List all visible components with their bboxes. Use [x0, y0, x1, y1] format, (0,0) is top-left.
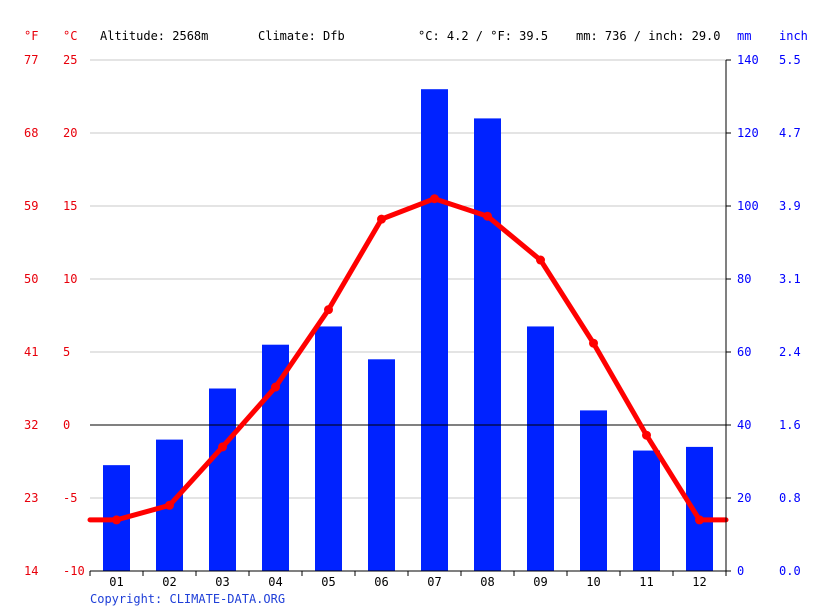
mm-tick-label: 140 [737, 53, 759, 67]
average-temperature-label: °C: 4.2 / °F: 39.5 [418, 29, 548, 43]
mm-tick-label: 20 [737, 491, 751, 505]
fahrenheit-tick-label: 41 [24, 345, 38, 359]
precipitation-bar [262, 344, 289, 571]
temperature-point [377, 214, 386, 224]
celsius-tick-label: 10 [63, 272, 77, 286]
mm-tick-label: 60 [737, 345, 751, 359]
inch-tick-label: 1.6 [779, 418, 801, 432]
fahrenheit-tick-label: 68 [24, 126, 38, 140]
precipitation-bar [633, 450, 660, 571]
celsius-tick-label: 25 [63, 53, 77, 67]
month-tick-label: 03 [215, 575, 229, 589]
celsius-tick-label: -5 [63, 491, 77, 505]
temperature-point [112, 515, 121, 525]
precipitation-bar [580, 410, 607, 571]
temperature-point [165, 500, 174, 510]
month-tick-label: 06 [374, 575, 388, 589]
celsius-tick-label: -10 [63, 564, 85, 578]
temperature-point [271, 382, 280, 392]
inch-tick-label: 4.7 [779, 126, 801, 140]
copyright-text: Copyright: CLIMATE-DATA.ORG [90, 592, 285, 606]
temperature-point [324, 305, 333, 315]
month-tick-label: 07 [427, 575, 441, 589]
month-tick-label: 02 [162, 575, 176, 589]
temperature-point [695, 515, 704, 525]
inch-tick-label: 0.0 [779, 564, 801, 578]
temperature-point [483, 211, 492, 221]
mm-tick-label: 0 [737, 564, 744, 578]
inch-unit-label: inch [779, 29, 808, 43]
mm-tick-label: 120 [737, 126, 759, 140]
mm-tick-label: 80 [737, 272, 751, 286]
precipitation-bars [103, 89, 713, 572]
inch-tick-label: 3.9 [779, 199, 801, 213]
fahrenheit-unit-label: °F [24, 29, 38, 43]
celsius-tick-label: 15 [63, 199, 77, 213]
celsius-tick-label: 20 [63, 126, 77, 140]
inch-tick-label: 2.4 [779, 345, 801, 359]
month-tick-label: 10 [586, 575, 600, 589]
temperature-point [589, 338, 598, 348]
precipitation-total-label: mm: 736 / inch: 29.0 [576, 29, 721, 43]
mm-tick-label: 100 [737, 199, 759, 213]
fahrenheit-tick-label: 59 [24, 199, 38, 213]
celsius-unit-label: °C [63, 29, 77, 43]
temperature-series-line [87, 196, 729, 523]
temperature-point [642, 430, 651, 440]
altitude-label: Altitude: 2568m [100, 29, 208, 43]
climate-label: Climate: Dfb [258, 29, 345, 43]
temperature-point [536, 255, 545, 265]
axes [89, 59, 731, 576]
tick-labels: 14 -10 23 -5 32 0 41 5 50 10 59 15 68 20 77 25 0 0.0 20 0.8… [24, 53, 801, 589]
celsius-tick-label: 5 [63, 345, 70, 359]
temperature-line [87, 194, 729, 525]
grid-lines [90, 59, 726, 499]
precipitation-bar [368, 359, 395, 571]
inch-tick-label: 3.1 [779, 272, 801, 286]
temperature-point [218, 442, 227, 452]
fahrenheit-tick-label: 50 [24, 272, 38, 286]
month-tick-label: 01 [109, 575, 123, 589]
month-tick-label: 05 [321, 575, 335, 589]
month-tick-label: 11 [639, 575, 653, 589]
precipitation-bar [474, 118, 501, 572]
month-tick-label: 12 [692, 575, 706, 589]
precipitation-bar [209, 388, 236, 571]
fahrenheit-tick-label: 14 [24, 564, 38, 578]
temperature-point [430, 194, 439, 204]
celsius-tick-label: 0 [63, 418, 70, 432]
inch-tick-label: 5.5 [779, 53, 801, 67]
fahrenheit-tick-label: 23 [24, 491, 38, 505]
month-tick-label: 04 [268, 575, 282, 589]
mm-unit-label: mm [737, 29, 751, 43]
fahrenheit-tick-label: 77 [24, 53, 38, 67]
month-tick-label: 08 [480, 575, 494, 589]
precipitation-bar [527, 326, 554, 571]
inch-tick-label: 0.8 [779, 491, 801, 505]
precipitation-bar [315, 326, 342, 571]
month-tick-label: 09 [533, 575, 547, 589]
precipitation-bar [421, 89, 448, 571]
mm-tick-label: 40 [737, 418, 751, 432]
fahrenheit-tick-label: 32 [24, 418, 38, 432]
